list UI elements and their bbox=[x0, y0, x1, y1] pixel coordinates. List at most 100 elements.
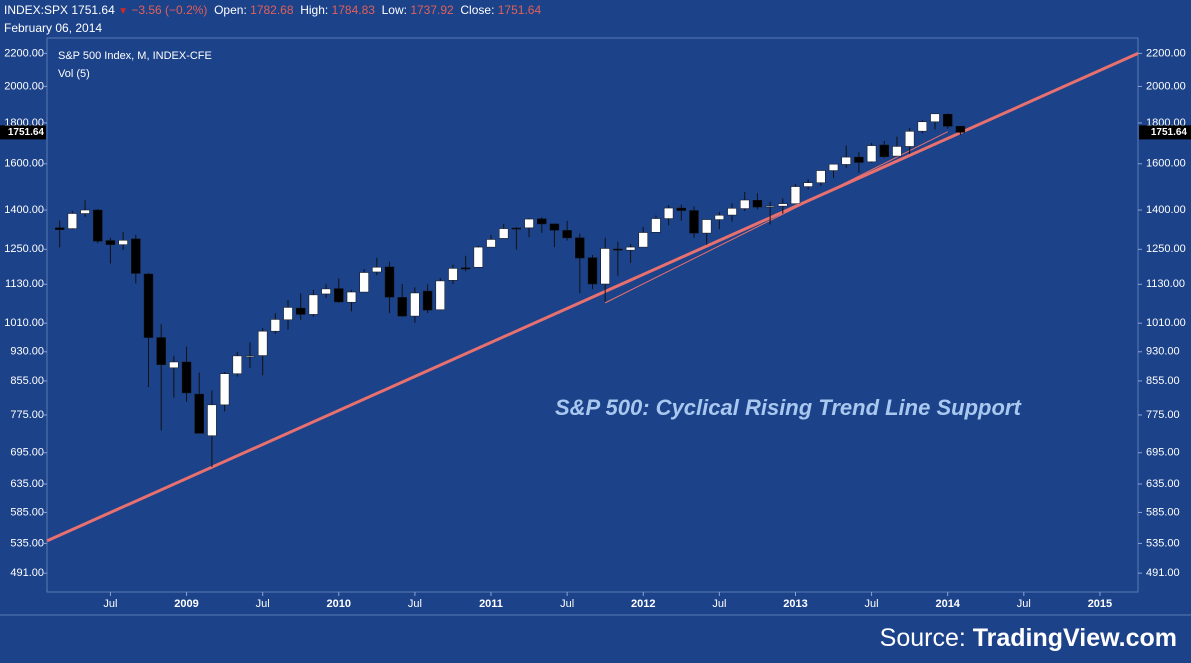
candle-body bbox=[219, 373, 230, 406]
y-tick-label: 930.00 bbox=[10, 346, 44, 358]
y-tick-label: 695.00 bbox=[10, 447, 44, 459]
open-label: Open: bbox=[214, 3, 247, 17]
candle-body bbox=[892, 146, 902, 157]
down-icon: ▼ bbox=[118, 6, 129, 17]
x-tick-label: Jul bbox=[712, 598, 726, 610]
y-tick-label: 1010.00 bbox=[4, 317, 44, 329]
candle-body bbox=[93, 209, 103, 242]
y-tick-label: 855.00 bbox=[10, 375, 44, 387]
source-name: TradingView.com bbox=[972, 624, 1177, 652]
source: Source: TradingView.com bbox=[880, 624, 1177, 653]
candle-body bbox=[346, 291, 357, 303]
candle-body bbox=[296, 307, 306, 315]
y-tick-label: 1600.00 bbox=[4, 158, 44, 170]
y-tick-label: 855.00 bbox=[1146, 375, 1180, 387]
y-tick-label: 585.00 bbox=[1146, 506, 1180, 518]
candle-body bbox=[410, 292, 420, 317]
date: February 06, 2014 bbox=[4, 21, 103, 35]
candle-body bbox=[156, 337, 166, 365]
candle-body bbox=[866, 145, 877, 163]
open: 1782.68 bbox=[250, 3, 294, 17]
x-tick-label: Jul bbox=[865, 598, 879, 610]
candle-body bbox=[587, 257, 598, 285]
candle-body bbox=[854, 156, 864, 163]
candle-body bbox=[308, 294, 319, 315]
candle-body bbox=[334, 288, 344, 303]
candle-body bbox=[131, 238, 141, 274]
candle-body bbox=[740, 199, 750, 209]
candle-body bbox=[435, 280, 445, 310]
y-tick-label: 491.00 bbox=[10, 567, 44, 579]
candle-body bbox=[752, 200, 763, 208]
candle-body bbox=[169, 361, 179, 369]
candle-body bbox=[372, 266, 382, 273]
candle-body bbox=[359, 272, 369, 293]
candle-body bbox=[904, 131, 915, 147]
candle-body bbox=[80, 209, 90, 214]
y-tick-label: 1010.00 bbox=[1146, 317, 1186, 329]
candle-body bbox=[397, 297, 407, 317]
candle-body bbox=[448, 268, 458, 281]
low-label: Low: bbox=[381, 3, 407, 17]
candle-body bbox=[473, 246, 484, 268]
candle-body bbox=[676, 207, 686, 211]
candle-body bbox=[67, 213, 78, 229]
x-tick-label: Jul bbox=[408, 598, 422, 610]
candle-body bbox=[321, 288, 331, 295]
y-tick-label: 1600.00 bbox=[1146, 158, 1186, 170]
candle-body bbox=[562, 230, 572, 239]
candle-body bbox=[701, 219, 712, 234]
y-tick-label: 535.00 bbox=[1146, 537, 1180, 549]
candle-body bbox=[511, 227, 522, 230]
candle-body bbox=[879, 144, 889, 157]
candle-body bbox=[663, 207, 674, 219]
candle-body bbox=[600, 248, 610, 285]
last: 1751.64 bbox=[71, 3, 115, 17]
high: 1784.83 bbox=[331, 3, 375, 17]
close-label: Close: bbox=[460, 3, 495, 17]
annotation: S&P 500: Cyclical Rising Trend Line Supp… bbox=[555, 395, 1022, 420]
candle-body bbox=[575, 237, 585, 259]
candle-body bbox=[841, 156, 851, 165]
x-tick-label: 2015 bbox=[1088, 598, 1112, 610]
candle-body bbox=[549, 223, 560, 231]
candle-body bbox=[930, 113, 940, 123]
candle-body bbox=[118, 240, 128, 245]
candle-body bbox=[778, 203, 788, 207]
candle-body bbox=[917, 121, 928, 132]
candle-body bbox=[537, 218, 547, 225]
candle-body bbox=[257, 330, 268, 356]
candle-body bbox=[270, 319, 281, 332]
y-tick-label: 2000.00 bbox=[4, 80, 44, 92]
candle-body bbox=[384, 266, 395, 298]
candle-body bbox=[727, 208, 737, 216]
plot-frame bbox=[46, 37, 1139, 593]
y-tick-label: 1250.00 bbox=[1146, 243, 1186, 255]
candle-body bbox=[181, 361, 192, 394]
candle-body bbox=[54, 227, 65, 230]
last-price-box bbox=[1139, 125, 1191, 140]
chart-title: S&P 500 Index, M, INDEX-CFE bbox=[58, 50, 212, 62]
candle-body bbox=[499, 228, 509, 239]
candle-body bbox=[524, 218, 534, 229]
header: INDEX:SPX 1751.64 ▼ −3.56 (−0.2%) Open: … bbox=[4, 2, 541, 37]
x-tick-label: Jul bbox=[103, 598, 117, 610]
candle-body bbox=[105, 240, 116, 245]
header-line: INDEX:SPX 1751.64 ▼ −3.56 (−0.2%) Open: … bbox=[4, 2, 541, 20]
candle-body bbox=[803, 182, 813, 187]
x-tick-label: Jul bbox=[1017, 598, 1031, 610]
y-tick-label: 2000.00 bbox=[1146, 80, 1186, 92]
last-price-label: 1751.64 bbox=[1151, 127, 1188, 138]
x-tick-label: Jul bbox=[256, 598, 270, 610]
y-tick-label: 695.00 bbox=[1146, 447, 1180, 459]
y-tick-label: 1400.00 bbox=[1146, 204, 1186, 216]
x-tick-label: 2010 bbox=[327, 598, 351, 610]
candle-body bbox=[955, 125, 966, 133]
source-prefix: Source: bbox=[879, 624, 966, 652]
candle-body bbox=[232, 355, 242, 374]
y-tick-label: 2200.00 bbox=[1146, 47, 1186, 59]
last-price-label: 1751.64 bbox=[8, 127, 45, 138]
y-tick-label: 1130.00 bbox=[5, 278, 44, 290]
candle-body bbox=[422, 290, 433, 311]
